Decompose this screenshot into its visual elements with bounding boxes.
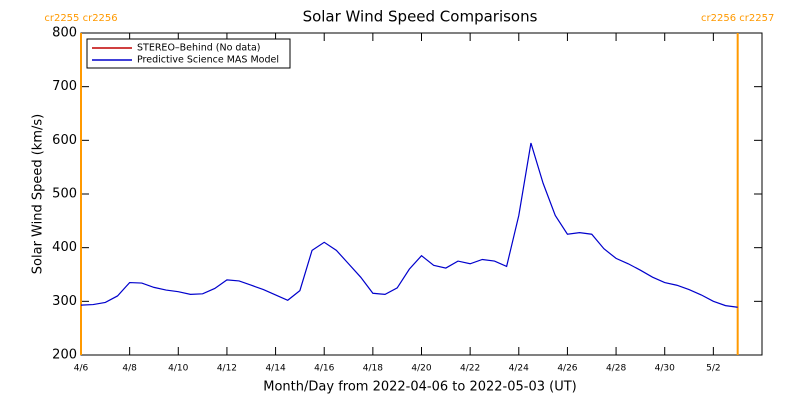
rotation-label: cr2256 cr2257 <box>701 13 774 24</box>
y-tick-label: 200 <box>52 348 77 363</box>
legend-box <box>86 38 291 69</box>
x-axis-label: Month/Day from 2022-04-06 to 2022-05-03 … <box>263 380 576 395</box>
legend-label: STEREO–Behind (No data) <box>137 43 261 54</box>
y-tick-label: 500 <box>52 187 77 202</box>
x-tick-label: 4/8 <box>122 364 137 374</box>
y-tick-label: 600 <box>52 133 77 148</box>
y-tick-label: 300 <box>52 294 77 309</box>
x-tick-label: 4/28 <box>606 364 626 374</box>
x-tick-label: 4/6 <box>74 364 89 374</box>
x-tick-label: 4/14 <box>265 364 285 374</box>
data-line <box>80 142 738 308</box>
y-tick-label: 700 <box>52 79 77 94</box>
rotation-label: cr2255 cr2256 <box>44 13 117 24</box>
y-tick-label: 800 <box>52 26 77 41</box>
x-tick-label: 4/20 <box>411 364 431 374</box>
y-axis-label: Solar Wind Speed (km/s) <box>31 114 46 274</box>
x-tick-label: 4/22 <box>460 364 480 374</box>
x-tick-label: 4/24 <box>509 364 529 374</box>
x-tick-label: 4/10 <box>168 364 188 374</box>
x-tick-label: 4/16 <box>314 364 334 374</box>
chart-title: Solar Wind Speed Comparisons <box>303 8 538 26</box>
x-tick-label: 4/26 <box>557 364 577 374</box>
x-tick-label: 5/2 <box>706 364 720 374</box>
y-tick-label: 400 <box>52 240 77 255</box>
x-tick-label: 4/30 <box>655 364 675 374</box>
legend-label: Predictive Science MAS Model <box>137 55 279 66</box>
x-tick-label: 4/12 <box>217 364 237 374</box>
x-tick-label: 4/18 <box>363 364 383 374</box>
